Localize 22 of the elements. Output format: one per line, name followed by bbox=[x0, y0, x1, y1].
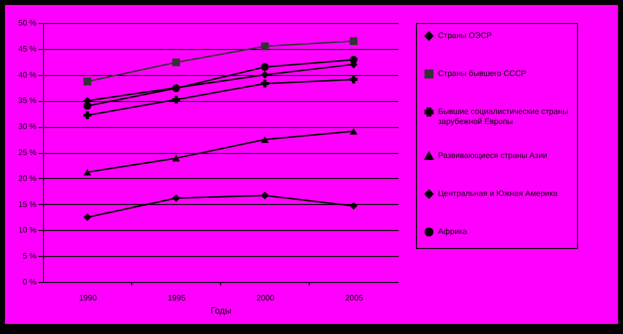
y-tick-label: 45 % bbox=[18, 44, 36, 54]
x-tick-label: 2000 bbox=[256, 294, 275, 302]
legend-label: Африка bbox=[438, 227, 468, 236]
x-tick-label: 1990 bbox=[78, 294, 98, 302]
legend-label: Центральная и Южная Америка bbox=[438, 189, 558, 198]
y-tick-label: 15 % bbox=[18, 200, 36, 209]
x-axis-title: Годы bbox=[210, 306, 232, 316]
legend-label: Бывшие социалистические страны зарубежной Европы bbox=[438, 107, 568, 126]
legend-label: Страны бывшего СССР bbox=[438, 69, 526, 78]
x-tick-label: 2005 bbox=[345, 294, 364, 302]
legend-label: Страны ОЭСР bbox=[438, 31, 492, 40]
y-tick-label: 10 % bbox=[18, 226, 36, 235]
y-tick-label: 0 % bbox=[22, 278, 36, 286]
y-tick-label: 25 % bbox=[18, 148, 36, 157]
y-tick-label: 40 % bbox=[18, 70, 36, 80]
legend-label: Развивающиеся страны Азии bbox=[438, 151, 548, 160]
y-tick-label: 5 % bbox=[22, 252, 36, 261]
x-tick-label: 1995 bbox=[168, 294, 186, 302]
y-tick-label: 35 % bbox=[18, 96, 36, 106]
y-tick-label: 20 % bbox=[18, 174, 36, 183]
y-tick-label: 50 % bbox=[18, 18, 36, 28]
y-tick-label: 30 % bbox=[18, 122, 36, 132]
